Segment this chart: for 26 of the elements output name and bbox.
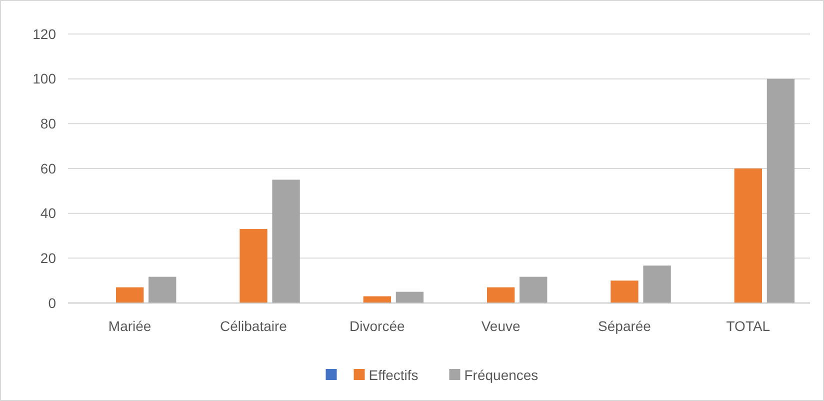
y-tick-label: 20 (40, 250, 56, 266)
bar (396, 292, 424, 303)
bar (116, 287, 144, 303)
y-tick-label: 0 (48, 294, 56, 311)
y-tick-label: 80 (40, 116, 56, 132)
bar (240, 229, 268, 303)
y-tick-label: 60 (40, 160, 56, 176)
bar (643, 266, 671, 303)
legend-label: Fréquences (464, 366, 538, 383)
y-tick-label: 100 (32, 70, 56, 87)
y-tick-label: 120 (32, 26, 56, 42)
x-tick-label: Veuve (481, 318, 520, 334)
x-tick-label: TOTAL (726, 318, 770, 334)
y-tick-label: 40 (40, 205, 56, 222)
x-tick-label: Séparée (598, 318, 652, 334)
bar (610, 280, 638, 303)
x-tick-label: Célibataire (220, 318, 288, 334)
x-tick-label: Divorcée (350, 318, 405, 334)
bar (148, 276, 176, 303)
bar (272, 180, 300, 303)
bar (734, 168, 762, 303)
bar (766, 78, 795, 303)
legend-label: Effectifs (368, 366, 418, 383)
bar (520, 276, 548, 303)
x-tick-label: Mariée (108, 318, 152, 334)
bar (487, 287, 515, 303)
